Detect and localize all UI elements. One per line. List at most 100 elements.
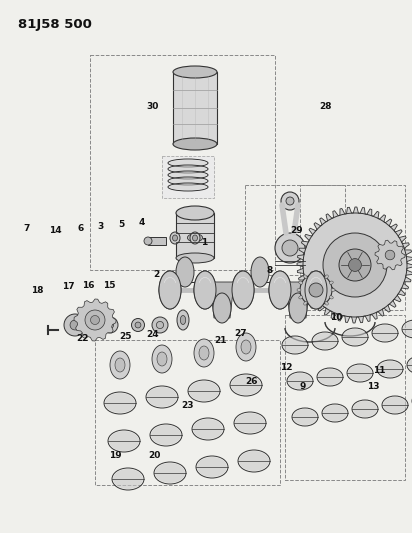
Ellipse shape [313, 333, 337, 349]
Circle shape [339, 249, 371, 281]
Text: 20: 20 [148, 451, 161, 460]
Text: 24: 24 [146, 330, 159, 339]
Text: 22: 22 [76, 334, 89, 343]
Ellipse shape [293, 409, 317, 425]
Text: 81J58 500: 81J58 500 [18, 18, 92, 31]
Ellipse shape [173, 66, 217, 78]
Bar [176, 213, 214, 258]
Ellipse shape [330, 281, 333, 284]
Ellipse shape [176, 206, 214, 220]
Ellipse shape [115, 358, 125, 372]
Ellipse shape [251, 257, 269, 287]
Ellipse shape [169, 160, 207, 166]
Text: 30: 30 [146, 102, 159, 111]
Ellipse shape [325, 302, 328, 305]
Text: 7: 7 [23, 224, 30, 232]
Ellipse shape [190, 232, 200, 244]
Text: 18: 18 [31, 286, 43, 295]
Ellipse shape [180, 316, 186, 325]
Ellipse shape [269, 271, 291, 309]
Ellipse shape [157, 321, 164, 329]
Ellipse shape [325, 275, 328, 279]
Ellipse shape [239, 451, 269, 471]
Ellipse shape [147, 387, 177, 407]
Text: 29: 29 [290, 226, 303, 235]
Circle shape [91, 316, 100, 325]
Bar [162, 156, 214, 198]
Ellipse shape [192, 235, 197, 241]
Ellipse shape [318, 369, 342, 385]
Ellipse shape [169, 166, 207, 172]
Ellipse shape [232, 271, 254, 309]
Ellipse shape [135, 322, 141, 328]
Ellipse shape [152, 345, 172, 373]
Ellipse shape [213, 293, 231, 323]
Polygon shape [297, 207, 412, 323]
Ellipse shape [159, 271, 181, 309]
Ellipse shape [343, 329, 367, 345]
Ellipse shape [197, 457, 227, 477]
Ellipse shape [305, 271, 327, 309]
Text: 25: 25 [119, 333, 132, 341]
Text: 9: 9 [300, 382, 306, 391]
Ellipse shape [282, 240, 298, 256]
Ellipse shape [169, 178, 207, 184]
Ellipse shape [106, 321, 114, 329]
Ellipse shape [236, 333, 256, 361]
Ellipse shape [348, 365, 372, 381]
Ellipse shape [373, 325, 397, 341]
Ellipse shape [187, 234, 203, 242]
Ellipse shape [144, 237, 152, 245]
Ellipse shape [299, 296, 302, 299]
Polygon shape [210, 282, 234, 318]
Circle shape [323, 233, 387, 297]
Bar [300, 185, 405, 310]
Circle shape [385, 250, 395, 260]
Ellipse shape [235, 413, 265, 433]
Circle shape [300, 274, 332, 306]
Ellipse shape [199, 346, 209, 360]
Ellipse shape [194, 271, 216, 309]
Text: 15: 15 [103, 281, 115, 289]
Ellipse shape [275, 233, 305, 263]
Ellipse shape [318, 304, 321, 309]
Ellipse shape [231, 375, 261, 395]
Text: 19: 19 [109, 451, 122, 460]
Ellipse shape [403, 321, 412, 337]
Text: 14: 14 [49, 226, 62, 235]
Ellipse shape [304, 302, 307, 305]
Text: 8: 8 [267, 266, 273, 275]
Ellipse shape [318, 271, 321, 276]
Ellipse shape [323, 405, 347, 421]
Text: 21: 21 [214, 336, 227, 344]
Ellipse shape [311, 304, 314, 309]
Ellipse shape [330, 296, 333, 299]
Text: 16: 16 [82, 281, 95, 289]
Circle shape [309, 283, 323, 297]
Text: 4: 4 [139, 219, 145, 227]
Ellipse shape [159, 271, 181, 309]
Ellipse shape [193, 419, 223, 439]
Ellipse shape [113, 469, 143, 489]
Text: 11: 11 [373, 366, 385, 375]
Ellipse shape [105, 393, 135, 413]
Ellipse shape [169, 172, 207, 178]
Text: 17: 17 [62, 282, 74, 291]
Text: 2: 2 [153, 270, 160, 279]
Ellipse shape [353, 401, 377, 417]
Ellipse shape [173, 235, 178, 241]
Ellipse shape [176, 253, 214, 263]
Bar [245, 185, 345, 275]
Ellipse shape [269, 271, 291, 309]
Text: 3: 3 [98, 222, 104, 231]
Ellipse shape [173, 138, 217, 150]
Ellipse shape [289, 293, 307, 323]
Ellipse shape [194, 339, 214, 367]
Text: 27: 27 [235, 329, 247, 337]
Circle shape [349, 259, 361, 271]
Bar [90, 55, 275, 270]
Text: 28: 28 [319, 102, 332, 111]
Ellipse shape [383, 397, 407, 413]
Ellipse shape [177, 310, 189, 330]
Ellipse shape [170, 232, 180, 244]
